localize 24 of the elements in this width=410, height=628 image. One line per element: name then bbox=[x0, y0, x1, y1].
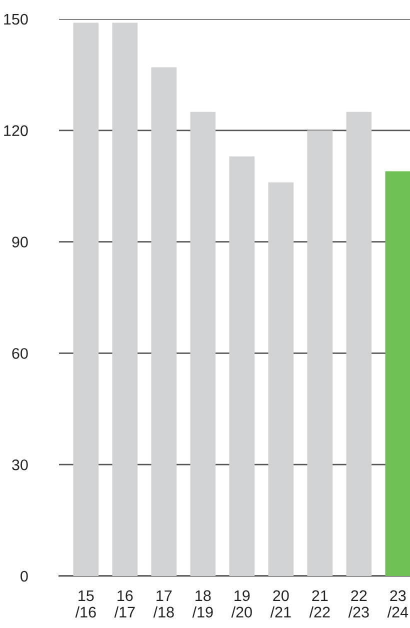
bar bbox=[112, 22, 138, 576]
bar bbox=[346, 112, 372, 576]
x-tick-label: 20 /21 bbox=[270, 590, 291, 618]
y-tick-label: 90 bbox=[12, 236, 28, 248]
bar bbox=[190, 112, 216, 576]
x-tick-label: 17 /18 bbox=[153, 590, 174, 618]
x-tick-label: 23 /24 bbox=[387, 590, 408, 618]
bar bbox=[151, 67, 177, 576]
bar bbox=[307, 130, 333, 576]
x-tick-label: 15 /16 bbox=[75, 590, 96, 618]
bar bbox=[73, 22, 99, 576]
x-tick-label: 18 /19 bbox=[192, 590, 213, 618]
x-tick-label: 19 /20 bbox=[231, 590, 252, 618]
y-tick-label: 60 bbox=[12, 348, 28, 359]
y-tick-label: 0 bbox=[20, 570, 28, 582]
x-tick-label: 16 /17 bbox=[114, 590, 135, 618]
bar bbox=[385, 171, 410, 576]
bar bbox=[268, 182, 294, 576]
bar bbox=[229, 156, 255, 576]
x-tick-label: 21 /22 bbox=[309, 590, 330, 618]
x-tick-label: 22 /23 bbox=[348, 590, 369, 618]
y-tick-label: 30 bbox=[12, 459, 28, 470]
y-tick-label: 120 bbox=[4, 125, 28, 136]
y-tick-label: 150 bbox=[4, 14, 28, 25]
